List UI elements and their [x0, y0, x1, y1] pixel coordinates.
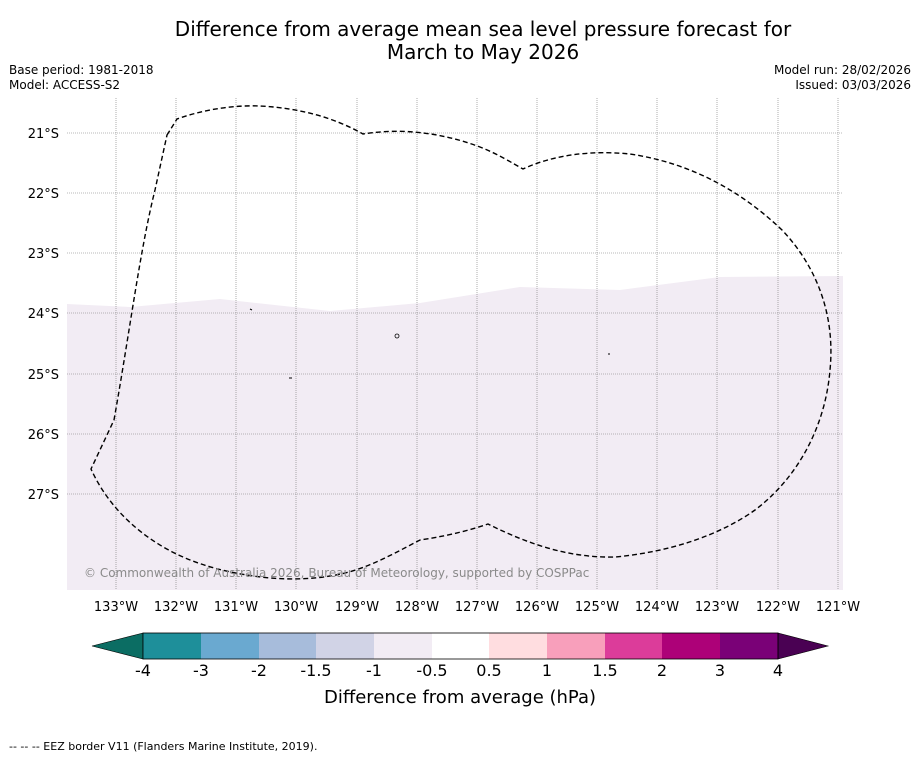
model-name: Model: ACCESS-S2 — [9, 78, 121, 92]
colorbar-extend-high — [777, 632, 830, 660]
base-period: Base period: 1981-2018 — [9, 63, 154, 77]
island-marker — [394, 333, 400, 339]
colorbar-swatch — [316, 633, 374, 659]
colorbar-tick: -1 — [366, 661, 382, 680]
colorbar-swatch — [143, 633, 201, 659]
lon-label: 124°W — [635, 600, 679, 615]
colorbar-label: Difference from average (hPa) — [324, 687, 596, 708]
colorbar-swatch — [605, 633, 662, 659]
colorbar-tick: -2 — [251, 661, 267, 680]
colorbar-tick: 4 — [773, 661, 783, 680]
footer-note: -- -- -- EEZ border V11 (Flanders Marine… — [9, 740, 318, 753]
lon-label: 129°W — [335, 600, 379, 615]
colorbar-swatch — [201, 633, 259, 659]
lon-label: 127°W — [455, 600, 499, 615]
colorbar-tick: 1.5 — [592, 661, 617, 680]
colorbar-swatch — [374, 633, 432, 659]
colorbar-swatch — [259, 633, 316, 659]
lon-label: 128°W — [395, 600, 439, 615]
colorbar-tick: -3 — [193, 661, 209, 680]
lon-label: 131°W — [214, 600, 258, 615]
lat-label: 24°S — [28, 307, 59, 322]
lat-label: 27°S — [28, 488, 59, 503]
colorbar-swatch — [662, 633, 720, 659]
shaded-anomaly-region — [67, 276, 843, 590]
island-marker — [249, 308, 253, 311]
eez-border — [90, 105, 832, 580]
lat-label: 25°S — [28, 368, 59, 383]
lon-label: 125°W — [575, 600, 619, 615]
lon-label: 126°W — [515, 600, 559, 615]
latitude-gridlines — [67, 132, 843, 495]
lon-label: 123°W — [695, 600, 739, 615]
copyright-text: © Commonwealth of Australia 2026, Bureau… — [84, 566, 589, 580]
lat-label: 23°S — [28, 247, 59, 262]
colorbar — [91, 632, 830, 660]
colorbar-tick: 1 — [542, 661, 552, 680]
lat-label: 26°S — [28, 428, 59, 443]
colorbar-frame — [142, 632, 779, 660]
lon-label: 130°W — [274, 600, 318, 615]
title-line-2: March to May 2026 — [386, 40, 580, 64]
lon-label: 121°W — [816, 600, 860, 615]
colorbar-tick: -4 — [135, 661, 151, 680]
lon-label: 132°W — [154, 600, 198, 615]
map-title: Difference from average mean sea level p… — [0, 18, 919, 64]
lon-label: 133°W — [94, 600, 138, 615]
longitude-gridlines — [115, 98, 839, 590]
colorbar-tick: 3 — [715, 661, 725, 680]
colorbar-swatch — [547, 633, 605, 659]
lon-label: 122°W — [756, 600, 800, 615]
title-line-1: Difference from average mean sea level p… — [174, 17, 792, 41]
colorbar-swatch — [720, 633, 778, 659]
lat-label: 22°S — [28, 187, 59, 202]
colorbar-swatch — [489, 633, 547, 659]
issued-date: Issued: 03/03/2026 — [795, 78, 911, 92]
colorbar-extend-low — [91, 632, 144, 660]
lat-label: 21°S — [28, 127, 59, 142]
colorbar-tick: 2 — [657, 661, 667, 680]
colorbar-tick: -0.5 — [416, 661, 447, 680]
colorbar-tick: -1.5 — [300, 661, 331, 680]
model-run: Model run: 28/02/2026 — [773, 63, 911, 77]
colorbar-swatch — [432, 633, 489, 659]
colorbar-tick: 0.5 — [476, 661, 501, 680]
meta-left: Base period: 1981-2018 Model: ACCESS-S2 — [9, 63, 154, 93]
meta-right: Model run: 28/02/2026 Issued: 03/03/2026 — [774, 63, 911, 93]
